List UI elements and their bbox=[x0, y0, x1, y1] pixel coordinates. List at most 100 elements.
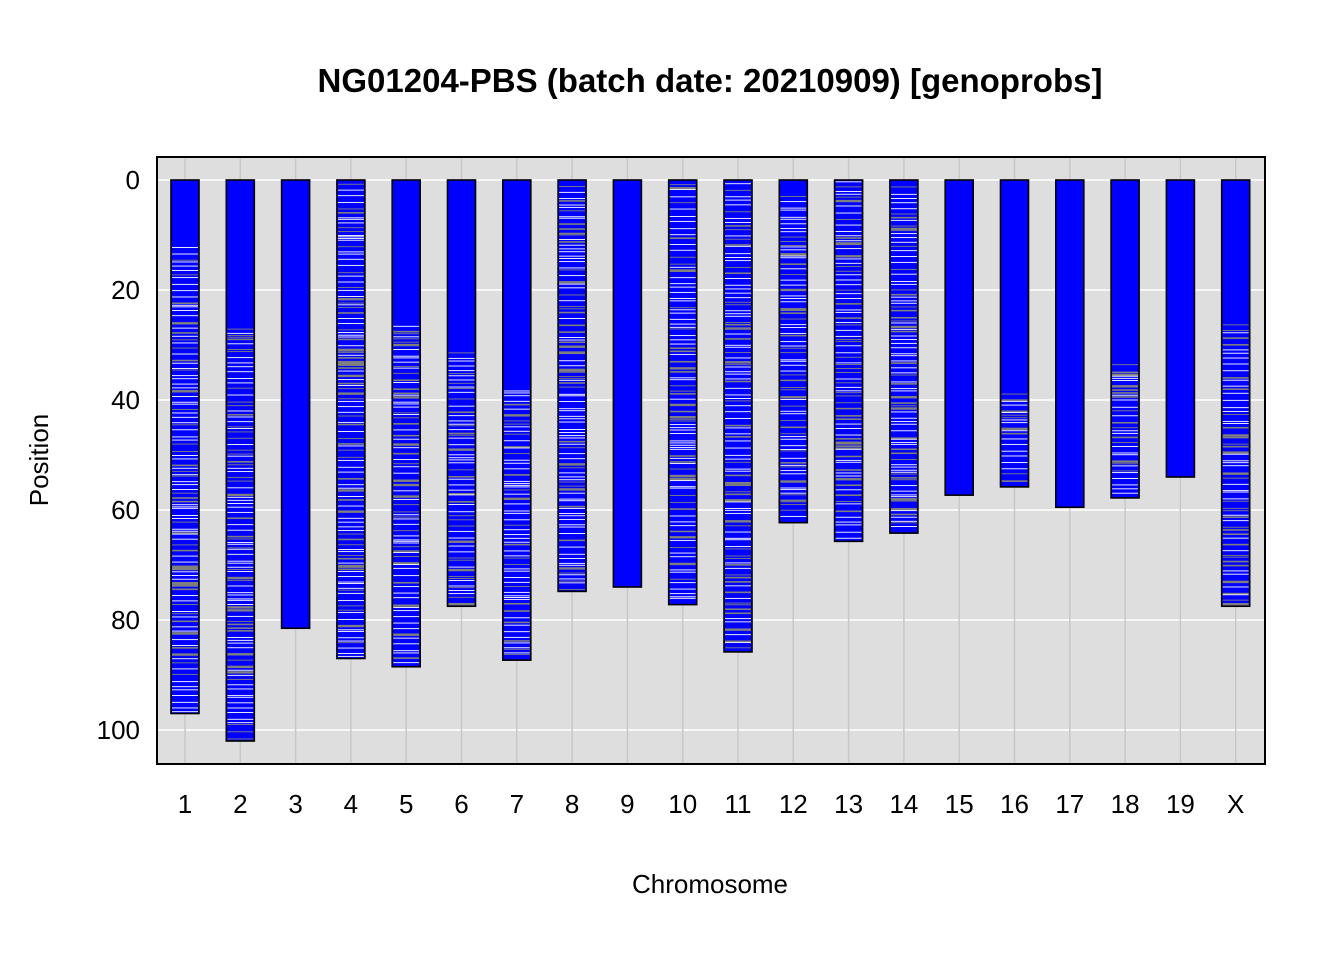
marker-line bbox=[1222, 460, 1249, 462]
marker-line bbox=[780, 509, 807, 511]
marker-line bbox=[725, 229, 751, 231]
marker-line bbox=[172, 353, 198, 355]
marker-line bbox=[725, 499, 751, 502]
marker-line bbox=[393, 622, 420, 624]
marker-line bbox=[227, 688, 254, 690]
marker-line bbox=[503, 642, 530, 644]
marker-line bbox=[669, 208, 696, 210]
marker-line bbox=[780, 438, 807, 440]
marker-line bbox=[337, 289, 364, 291]
marker-line bbox=[669, 410, 696, 413]
marker-line bbox=[1001, 427, 1028, 431]
marker-line bbox=[669, 455, 696, 457]
x-tick-label: 2 bbox=[233, 789, 247, 819]
y-tick-label: 60 bbox=[111, 495, 140, 525]
chromosome-outline bbox=[557, 179, 587, 593]
marker-line bbox=[890, 283, 917, 285]
marker-line bbox=[1112, 452, 1139, 454]
marker-line bbox=[393, 556, 420, 558]
marker-line bbox=[725, 378, 751, 380]
marker-line bbox=[227, 394, 254, 396]
marker-line bbox=[337, 236, 364, 238]
marker-line bbox=[725, 461, 751, 463]
marker-line bbox=[669, 353, 696, 355]
marker-line bbox=[725, 427, 751, 429]
marker-line bbox=[835, 441, 862, 444]
marker-line bbox=[559, 492, 586, 494]
marker-line bbox=[835, 447, 862, 450]
chromosome-outline bbox=[723, 179, 753, 653]
marker-line bbox=[1222, 445, 1249, 448]
marker-line bbox=[227, 702, 254, 704]
marker-line bbox=[172, 633, 198, 635]
marker-line bbox=[337, 624, 364, 628]
marker-line bbox=[337, 275, 364, 277]
marker-line bbox=[172, 269, 198, 271]
marker-line bbox=[1001, 422, 1028, 424]
marker-line bbox=[393, 483, 420, 487]
marker-line bbox=[227, 594, 254, 596]
marker-line bbox=[559, 582, 586, 584]
marker-line bbox=[172, 673, 198, 675]
marker-line bbox=[835, 340, 862, 342]
marker-line bbox=[669, 508, 696, 510]
marker-line bbox=[890, 296, 917, 298]
marker-line bbox=[172, 436, 198, 438]
marker-line bbox=[835, 199, 862, 203]
marker-line bbox=[337, 201, 364, 203]
marker-line bbox=[503, 524, 530, 526]
marker-line bbox=[337, 443, 364, 445]
chromosome-bar bbox=[945, 180, 974, 496]
marker-line bbox=[669, 562, 696, 566]
marker-line bbox=[780, 419, 807, 421]
marker-line bbox=[503, 636, 530, 638]
chromosome-11 bbox=[723, 179, 753, 653]
marker-line bbox=[393, 514, 420, 516]
marker-line bbox=[725, 546, 751, 548]
marker-line bbox=[669, 309, 696, 311]
chromosome-outline bbox=[446, 179, 477, 608]
marker-line bbox=[448, 360, 475, 362]
marker-line bbox=[890, 261, 917, 263]
marker-line bbox=[503, 550, 530, 552]
y-tick-label: 0 bbox=[126, 165, 140, 195]
marker-line bbox=[725, 217, 751, 219]
marker-line bbox=[725, 361, 751, 364]
marker-line bbox=[780, 223, 807, 225]
marker-line bbox=[669, 300, 696, 302]
marker-line bbox=[890, 230, 917, 232]
marker-line bbox=[725, 634, 751, 636]
marker-line bbox=[559, 507, 586, 509]
marker-line bbox=[172, 528, 198, 530]
y-axis-label: Position bbox=[24, 414, 54, 507]
marker-line bbox=[227, 560, 254, 562]
marker-line bbox=[835, 423, 862, 425]
marker-line bbox=[227, 615, 254, 617]
marker-line bbox=[227, 382, 254, 384]
marker-line bbox=[227, 467, 254, 469]
marker-line bbox=[227, 338, 254, 341]
marker-line bbox=[227, 623, 254, 626]
x-axis-label: Chromosome bbox=[632, 869, 788, 899]
marker-line bbox=[669, 593, 696, 595]
marker-line bbox=[172, 707, 198, 709]
marker-line bbox=[337, 338, 364, 341]
marker-line bbox=[337, 629, 364, 631]
marker-line bbox=[227, 410, 254, 412]
marker-line bbox=[337, 554, 364, 556]
marker-line bbox=[890, 490, 917, 492]
marker-line bbox=[780, 201, 807, 203]
marker-line bbox=[780, 457, 807, 459]
marker-line bbox=[1112, 371, 1139, 374]
marker-line bbox=[559, 251, 586, 253]
marker-line bbox=[393, 542, 420, 544]
marker-line bbox=[503, 591, 530, 593]
marker-line bbox=[780, 387, 807, 388]
marker-line bbox=[559, 217, 586, 219]
marker-line bbox=[337, 304, 364, 306]
marker-line bbox=[503, 529, 530, 531]
marker-line bbox=[559, 498, 586, 500]
marker-line bbox=[669, 286, 696, 288]
marker-line bbox=[669, 427, 696, 429]
marker-line bbox=[890, 245, 917, 247]
